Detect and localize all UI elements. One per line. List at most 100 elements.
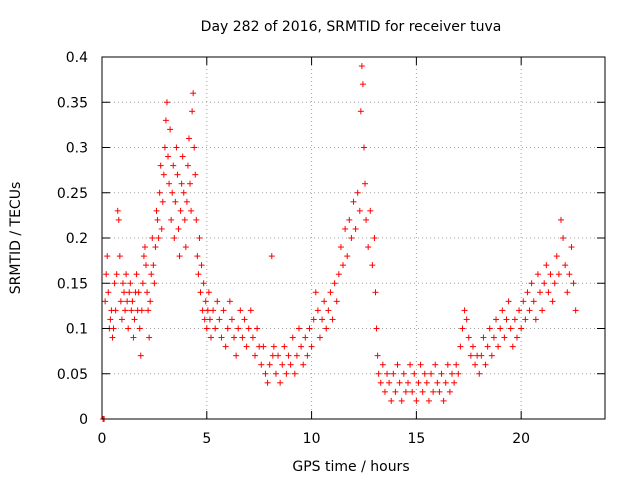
data-point	[243, 343, 250, 350]
data-point	[272, 370, 279, 377]
data-point	[260, 343, 267, 350]
data-point	[171, 235, 178, 241]
data-point	[545, 289, 552, 296]
data-point	[486, 325, 493, 332]
data-point	[159, 198, 166, 205]
data-point	[127, 280, 134, 287]
data-point	[119, 280, 126, 287]
data-point	[516, 307, 523, 314]
data-point	[308, 343, 315, 350]
data-point	[421, 370, 428, 377]
data-point	[371, 235, 378, 241]
data-point	[415, 379, 422, 386]
data-point	[478, 352, 485, 359]
data-point	[497, 325, 504, 332]
data-point	[191, 144, 198, 151]
data-point	[501, 334, 508, 341]
data-point	[372, 289, 379, 296]
data-point	[141, 244, 148, 251]
data-point	[374, 352, 381, 359]
data-point	[200, 280, 207, 287]
data-point	[187, 180, 194, 187]
y-tick-label: 0	[79, 412, 88, 428]
data-point	[436, 388, 443, 395]
x-tick-label: 15	[407, 431, 425, 447]
data-point	[138, 307, 145, 314]
data-point	[207, 334, 214, 341]
data-point	[195, 271, 202, 278]
data-point	[344, 253, 351, 260]
data-point	[555, 271, 562, 278]
data-point	[131, 316, 138, 323]
data-point	[218, 334, 225, 341]
data-point	[302, 334, 309, 341]
data-point	[358, 63, 365, 70]
data-point	[537, 289, 544, 296]
data-point	[266, 361, 273, 368]
data-point	[316, 334, 323, 341]
data-point	[287, 361, 294, 368]
data-point	[425, 397, 432, 404]
data-point	[172, 198, 179, 205]
y-tick-label: 0.2	[66, 231, 88, 247]
data-point	[394, 361, 401, 368]
data-point	[438, 370, 445, 377]
data-point	[281, 343, 288, 350]
data-point	[249, 334, 256, 341]
data-point	[300, 361, 307, 368]
data-point	[210, 307, 217, 314]
grid-lines	[102, 57, 605, 419]
data-point	[455, 370, 462, 377]
data-point	[198, 262, 205, 269]
data-point	[254, 325, 261, 332]
data-point	[359, 81, 366, 88]
data-point	[128, 307, 135, 314]
data-point	[262, 370, 269, 377]
data-point	[417, 361, 424, 368]
data-point	[140, 253, 147, 260]
data-point	[333, 298, 340, 305]
data-point	[214, 298, 221, 305]
data-point	[115, 216, 122, 223]
data-point	[184, 162, 191, 169]
data-point	[277, 379, 284, 386]
data-point	[167, 126, 174, 133]
data-point	[362, 180, 369, 187]
data-point	[566, 271, 573, 278]
data-point	[202, 298, 209, 305]
data-point	[467, 352, 474, 359]
data-point	[379, 361, 386, 368]
data-point	[264, 379, 271, 386]
data-point	[199, 307, 206, 314]
data-point	[557, 216, 564, 223]
data-point	[161, 144, 168, 151]
data-point	[144, 289, 151, 296]
data-point	[153, 207, 160, 214]
data-point	[453, 361, 460, 368]
data-point	[126, 289, 133, 296]
data-point	[310, 316, 317, 323]
data-point	[291, 370, 298, 377]
data-point	[357, 108, 364, 115]
data-point	[524, 289, 531, 296]
data-point	[188, 207, 195, 214]
data-point	[459, 325, 466, 332]
y-tick-label: 0.35	[57, 95, 88, 111]
x-axis-label: GPS time / hours	[292, 459, 409, 475]
y-axis-label: SRMTID / TECUs	[8, 182, 24, 295]
data-point	[160, 171, 167, 178]
data-point	[124, 298, 131, 305]
data-point	[325, 307, 332, 314]
data-point	[373, 325, 380, 332]
data-point	[136, 325, 143, 332]
data-point	[170, 162, 177, 169]
y-tick-label: 0.1	[66, 322, 88, 338]
data-point	[122, 307, 129, 314]
data-point	[306, 325, 313, 332]
data-point	[110, 325, 117, 332]
data-point	[298, 343, 305, 350]
data-point	[285, 352, 292, 359]
data-point	[396, 379, 403, 386]
data-point	[169, 189, 176, 196]
